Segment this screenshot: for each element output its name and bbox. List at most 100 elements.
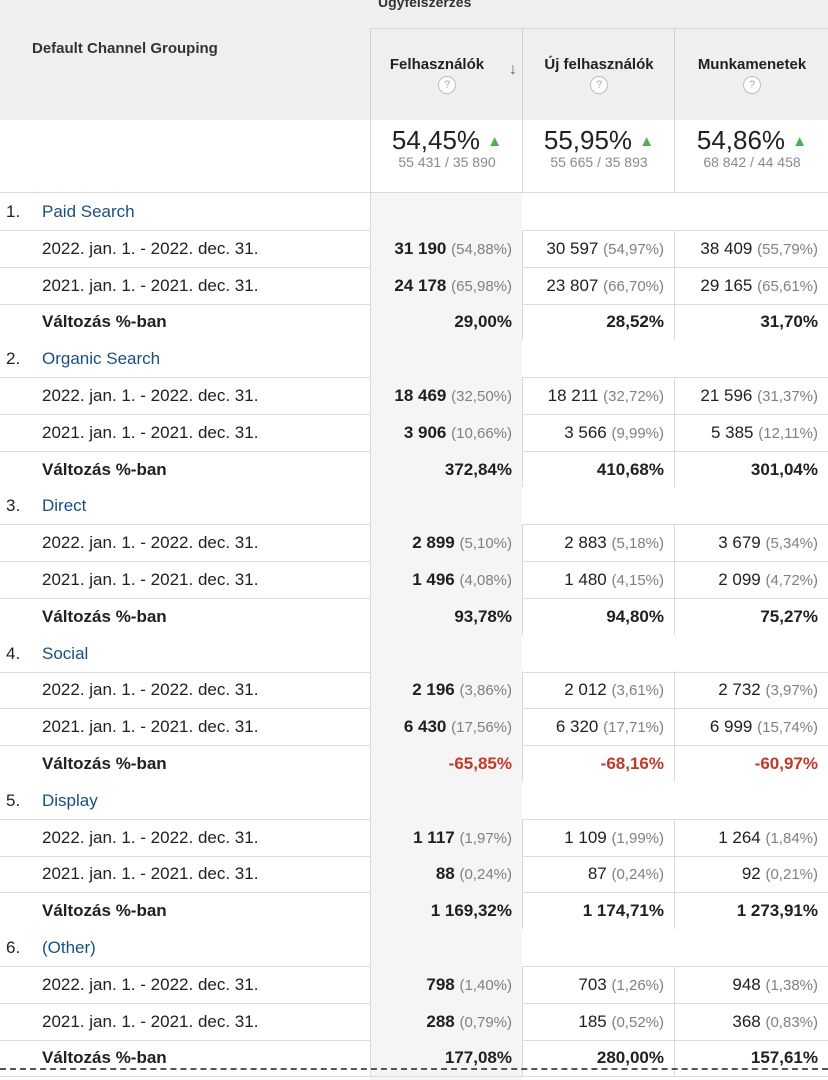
change-value: 1 169,32% bbox=[370, 892, 522, 930]
dimension-column-header[interactable]: Default Channel Grouping bbox=[32, 40, 218, 57]
channel-name-link[interactable]: Organic Search bbox=[42, 349, 161, 369]
date-range-label: 2022. jan. 1. - 2022. dec. 31. bbox=[42, 386, 259, 405]
arrow-down-icon[interactable]: ↓ bbox=[509, 61, 517, 78]
metric-cell: 798 (1,40%) bbox=[370, 965, 522, 1003]
metric-cell: 368 (0,83%) bbox=[674, 1002, 828, 1040]
channel-row[interactable]: 3. Direct bbox=[0, 487, 828, 526]
metric-value: 1 496 bbox=[412, 570, 455, 589]
metric-cell: 3 679 (5,34%) bbox=[674, 524, 828, 562]
table-row: 2022. jan. 1. - 2022. dec. 31. 2 899 (5,1… bbox=[0, 524, 828, 563]
change-row: Változás %-ban 372,84% 410,68% 301,04% bbox=[0, 450, 828, 489]
metric-value: 368 bbox=[732, 1011, 761, 1031]
metric-value: 703 bbox=[578, 974, 607, 994]
metric-cell: 703 (1,26%) bbox=[522, 965, 674, 1003]
table-row: 2021. jan. 1. - 2021. dec. 31. 1 496 (4,0… bbox=[0, 561, 828, 599]
total-detail: 55 431 / 35 890 bbox=[398, 154, 496, 170]
channel-row[interactable]: 4. Social bbox=[0, 634, 828, 673]
change-row: Változás %-ban 177,08% 280,00% 157,61% bbox=[0, 1039, 828, 1078]
change-value: 372,84% bbox=[370, 450, 522, 488]
empty-cell bbox=[370, 634, 522, 672]
row-number: 3. bbox=[6, 496, 21, 516]
metric-cell: 6 430 (17,56%) bbox=[370, 708, 522, 746]
channel-name-link[interactable]: Paid Search bbox=[42, 202, 135, 221]
metric-share: (3,86%) bbox=[459, 682, 512, 700]
change-value: 280,00% bbox=[522, 1039, 674, 1077]
channel-row[interactable]: 2. Organic Search bbox=[0, 340, 828, 379]
change-value: 157,61% bbox=[674, 1039, 828, 1077]
column-header-new-users[interactable]: Új felhasználók ? bbox=[522, 29, 675, 120]
change-value: 1 273,91% bbox=[674, 892, 828, 930]
table-row: 2021. jan. 1. - 2021. dec. 31. 3 906 (10,… bbox=[0, 413, 828, 452]
table-row: 2021. jan. 1. - 2021. dec. 31. 6 430 (17,… bbox=[0, 708, 828, 747]
change-row: Változás %-ban 93,78% 94,80% 75,27% bbox=[0, 597, 828, 636]
metric-share: (66,70%) bbox=[603, 277, 664, 295]
metric-value: 1 480 bbox=[564, 570, 607, 589]
metric-cell: 1 264 (1,84%) bbox=[674, 818, 828, 856]
column-header-users[interactable]: Felhasználók ? ↓ bbox=[370, 29, 523, 120]
metric-cell: 24 178 (65,98%) bbox=[370, 266, 522, 304]
metric-share: (65,61%) bbox=[757, 277, 818, 295]
metric-value: 2 732 bbox=[718, 680, 761, 700]
metric-share: (0,52%) bbox=[611, 1013, 664, 1031]
metric-value: 1 264 bbox=[718, 827, 761, 847]
change-value: -60,97% bbox=[674, 745, 828, 782]
empty-cell bbox=[370, 340, 522, 378]
metric-share: (1,40%) bbox=[459, 976, 512, 994]
metric-share: (0,79%) bbox=[459, 1013, 512, 1031]
metric-share: (10,66%) bbox=[451, 424, 512, 442]
metric-value: 2 012 bbox=[564, 680, 607, 700]
metric-share: (17,56%) bbox=[451, 719, 512, 737]
metric-share: (4,72%) bbox=[765, 572, 818, 589]
metric-share: (4,15%) bbox=[611, 572, 664, 589]
channel-name-link[interactable]: Display bbox=[42, 790, 98, 810]
help-icon[interactable]: ? bbox=[743, 76, 761, 94]
metric-share: (32,50%) bbox=[451, 388, 512, 405]
change-value: 75,27% bbox=[674, 597, 828, 635]
metric-cell: 31 190 (54,88%) bbox=[370, 229, 522, 267]
metric-value: 2 196 bbox=[412, 680, 455, 700]
channel-name-link[interactable]: Direct bbox=[42, 496, 87, 516]
change-value: 410,68% bbox=[522, 450, 674, 488]
help-icon[interactable]: ? bbox=[590, 76, 608, 94]
table-header: Ügyfélszerzés Default Channel Grouping F… bbox=[0, 0, 828, 120]
empty-cell bbox=[370, 487, 522, 525]
metric-cell: 288 (0,79%) bbox=[370, 1002, 522, 1040]
metric-value: 31 190 bbox=[394, 238, 447, 258]
channel-row[interactable]: 1. Paid Search bbox=[0, 193, 828, 231]
metric-cell: 2 899 (5,10%) bbox=[370, 524, 522, 562]
arrow-up-icon: ▲ bbox=[487, 133, 503, 150]
metric-value: 1 117 bbox=[413, 827, 455, 847]
cut-divider bbox=[0, 1068, 828, 1070]
total-new-users: 55,95% ▲ 55 665 / 35 893 bbox=[522, 120, 675, 192]
channel-name-link[interactable]: Social bbox=[42, 643, 89, 663]
metric-cell: 5 385 (12,11%) bbox=[674, 413, 828, 451]
channel-row[interactable]: 5. Display bbox=[0, 781, 828, 820]
metric-share: (1,38%) bbox=[765, 976, 818, 994]
help-icon[interactable]: ? bbox=[438, 76, 456, 94]
channel-name-link[interactable]: (Other) bbox=[42, 938, 96, 957]
metric-value: 92 bbox=[741, 864, 761, 884]
table-row: 2022. jan. 1. - 2022. dec. 31. 18 469 (32… bbox=[0, 377, 828, 415]
metric-value: 2 899 bbox=[412, 533, 455, 553]
metric-cell: 1 109 (1,99%) bbox=[522, 818, 674, 856]
date-range-label: 2022. jan. 1. - 2022. dec. 31. bbox=[42, 974, 259, 994]
metric-value: 2 099 bbox=[718, 570, 761, 589]
change-label: Változás %-ban bbox=[42, 901, 167, 921]
channel-row[interactable]: 6. (Other) bbox=[0, 929, 828, 967]
change-value: 177,08% bbox=[370, 1039, 522, 1077]
metric-cell: 87 (0,24%) bbox=[522, 855, 674, 893]
date-range-label: 2021. jan. 1. - 2021. dec. 31. bbox=[42, 1011, 259, 1031]
metric-value: 948 bbox=[732, 974, 761, 994]
metric-share: (0,24%) bbox=[611, 866, 664, 884]
metric-cell: 38 409 (55,79%) bbox=[674, 229, 828, 267]
metric-value: 21 596 bbox=[700, 386, 753, 405]
column-header-sessions[interactable]: Munkamenetek ? bbox=[674, 29, 828, 120]
metric-cell: 2 196 (3,86%) bbox=[370, 671, 522, 709]
metric-cell: 948 (1,38%) bbox=[674, 965, 828, 1003]
metric-cell: 2 883 (5,18%) bbox=[522, 524, 674, 562]
row-number: 6. bbox=[6, 938, 21, 957]
metric-cell: 6 999 (15,74%) bbox=[674, 708, 828, 746]
metric-cell: 1 496 (4,08%) bbox=[370, 561, 522, 598]
table-row: 2021. jan. 1. - 2021. dec. 31. 288 (0,79%… bbox=[0, 1002, 828, 1041]
change-label: Változás %-ban bbox=[42, 459, 167, 479]
